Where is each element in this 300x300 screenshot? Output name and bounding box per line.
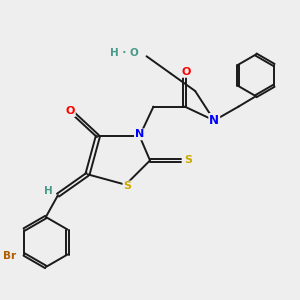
Text: O: O bbox=[65, 106, 75, 116]
Text: N: N bbox=[209, 114, 219, 127]
Text: S: S bbox=[123, 182, 131, 191]
Text: Br: Br bbox=[3, 251, 16, 261]
Text: H: H bbox=[44, 186, 52, 196]
Text: O: O bbox=[182, 67, 191, 77]
Text: H · O: H · O bbox=[110, 48, 139, 58]
Text: S: S bbox=[184, 155, 192, 165]
Text: N: N bbox=[135, 129, 144, 140]
